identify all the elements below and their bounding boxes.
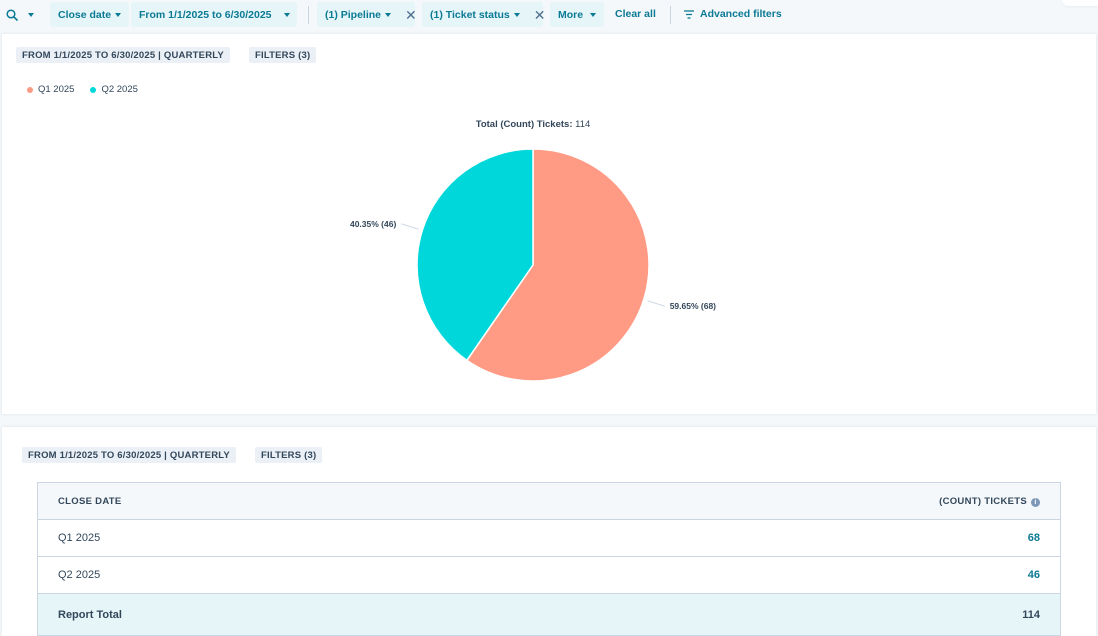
leader-line	[401, 223, 419, 230]
date-range-tag: FROM 1/1/2025 TO 6/30/2025 | QUARTERLY	[16, 47, 230, 63]
data-table: CLOSE DATE (COUNT) TICKETS i Q1 2025 68 Q…	[37, 482, 1061, 636]
column-header-close-date[interactable]: CLOSE DATE	[58, 495, 122, 507]
total-label: Report Total	[58, 608, 122, 621]
total-value: 114	[1022, 608, 1040, 621]
date-range-filter[interactable]: From 1/1/2025 to 6/30/2025	[131, 2, 297, 27]
chevron-down-icon	[115, 12, 122, 17]
panel-corner	[1062, 0, 1098, 6]
divider	[670, 6, 671, 24]
ticket-status-filter[interactable]: (1) Ticket status ✕	[422, 2, 546, 27]
close-icon[interactable]: ✕	[533, 6, 546, 23]
chevron-down-icon	[283, 12, 290, 17]
legend-item-q2[interactable]: Q2 2025	[90, 84, 138, 95]
leader-line	[647, 300, 665, 307]
chart-title: Total (Count) Tickets: 114	[475, 119, 591, 130]
chevron-down-icon	[513, 12, 520, 17]
table-header: CLOSE DATE (COUNT) TICKETS i	[38, 483, 1060, 520]
filter-icon	[684, 9, 694, 19]
pie-chart: 59.65% (68) 40.35% (46)	[350, 148, 716, 382]
info-icon[interactable]: i	[1031, 497, 1040, 507]
pie-slice-q1-2025[interactable]	[465, 148, 650, 382]
search-dropdown[interactable]	[6, 5, 40, 25]
table-row: Q1 2025 68	[38, 520, 1060, 557]
column-header-count[interactable]: (COUNT) TICKETS i	[939, 496, 1040, 507]
chevron-down-icon	[385, 12, 392, 17]
legend-item-q1[interactable]: Q1 2025	[27, 84, 74, 95]
clear-all-link[interactable]: Clear all	[615, 8, 656, 20]
more-filters-button[interactable]: More	[550, 2, 605, 27]
row-count-link[interactable]: 46	[1027, 569, 1040, 581]
pipeline-filter[interactable]: (1) Pipeline ✕	[317, 2, 417, 27]
legend-dot	[27, 86, 33, 93]
filter-bar: Close date From 1/1/2025 to 6/30/2025 (1…	[0, 0, 1098, 30]
report-total-row: Report Total 114	[38, 594, 1060, 635]
close-date-filter[interactable]: Close date	[50, 2, 130, 27]
chevron-down-icon	[590, 12, 597, 17]
date-range-tag: FROM 1/1/2025 TO 6/30/2025 | QUARTERLY	[22, 447, 236, 463]
filters-tag[interactable]: FILTERS (3)	[255, 447, 323, 463]
filters-tag[interactable]: FILTERS (3)	[249, 47, 317, 63]
legend-dot	[90, 86, 97, 93]
search-icon	[6, 9, 18, 21]
row-date: Q2 2025	[58, 569, 101, 581]
slice-data-label: 40.35% (46)	[350, 219, 396, 229]
slice-data-label: 59.65% (68)	[670, 301, 716, 311]
chevron-down-icon	[28, 13, 34, 17]
chart-legend: Q1 2025 Q2 2025	[27, 84, 138, 95]
row-date: Q1 2025	[58, 532, 101, 544]
divider	[308, 6, 309, 24]
advanced-filters-button[interactable]: Advanced filters	[684, 8, 782, 20]
close-icon[interactable]: ✕	[405, 6, 417, 23]
pie-slice-q2-2025[interactable]	[416, 148, 534, 362]
table-row: Q2 2025 46	[38, 557, 1060, 594]
row-count-link[interactable]: 68	[1027, 532, 1040, 544]
